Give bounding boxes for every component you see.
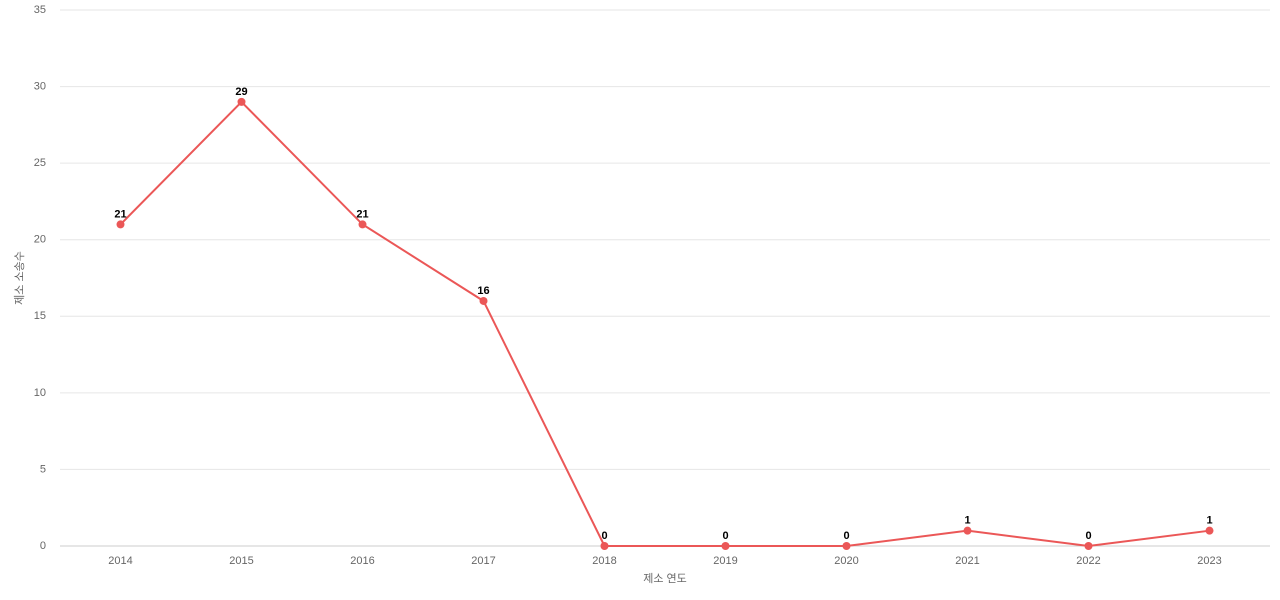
y-tick-label: 15 bbox=[34, 310, 46, 322]
y-tick-label: 0 bbox=[40, 540, 46, 552]
point bbox=[237, 97, 246, 106]
x-tick-label: 2023 bbox=[1197, 555, 1221, 567]
value-label: 1 bbox=[964, 515, 970, 527]
point bbox=[1205, 526, 1214, 535]
y-tick-label: 25 bbox=[34, 157, 46, 169]
value-label: 0 bbox=[722, 530, 728, 542]
x-tick-label: 2016 bbox=[350, 555, 374, 567]
point bbox=[721, 542, 730, 550]
value-label: 1 bbox=[1206, 515, 1212, 527]
value-label: 21 bbox=[356, 208, 368, 220]
x-axis-label: 제소 연도 bbox=[643, 572, 687, 585]
x-tick-label: 2021 bbox=[955, 555, 979, 567]
point bbox=[1084, 542, 1093, 550]
y-tick-label: 5 bbox=[40, 463, 46, 475]
y-tick-label: 20 bbox=[34, 234, 46, 246]
value-label: 21 bbox=[114, 208, 126, 220]
value-label: 16 bbox=[477, 285, 489, 297]
value-label: 29 bbox=[235, 86, 247, 98]
point bbox=[600, 542, 609, 550]
y-tick-label: 35 bbox=[34, 4, 46, 16]
y-axis-label: 제소 소송수 bbox=[13, 251, 26, 305]
x-tick-label: 2015 bbox=[229, 555, 253, 567]
x-tick-label: 2022 bbox=[1076, 555, 1100, 567]
line bbox=[119, 100, 1210, 548]
point bbox=[479, 296, 488, 305]
value-label: 0 bbox=[843, 530, 849, 542]
point bbox=[842, 542, 851, 550]
point bbox=[963, 526, 972, 535]
value-label: 0 bbox=[1085, 530, 1091, 542]
y-tick-label: 10 bbox=[34, 387, 46, 399]
x-tick-label: 2019 bbox=[713, 555, 737, 567]
point bbox=[116, 220, 125, 229]
x-tick-label: 2014 bbox=[108, 555, 132, 567]
value-label: 0 bbox=[601, 530, 607, 542]
x-tick-label: 2020 bbox=[834, 555, 858, 567]
point bbox=[358, 220, 367, 229]
x-tick-label: 2017 bbox=[471, 555, 495, 567]
y-tick-label: 30 bbox=[34, 80, 46, 92]
x-tick-label: 2018 bbox=[592, 555, 616, 567]
